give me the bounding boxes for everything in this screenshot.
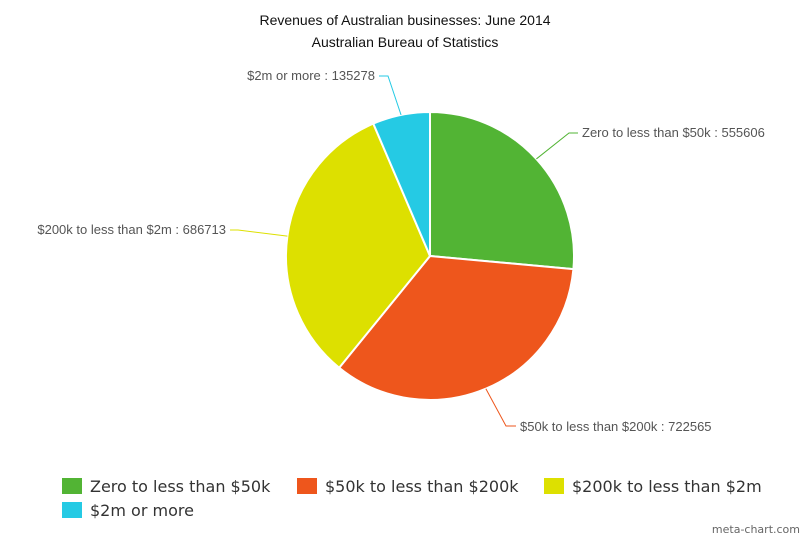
chart-title: Revenues of Australian businesses: June … [259, 12, 550, 28]
legend-item-50k-to-less-than-200k[interactable]: $50k to less than $200k [297, 477, 519, 496]
label-connectors [230, 75, 578, 427]
legend-label-zero-to-less-than-50k: Zero to less than $50k [90, 477, 271, 496]
legend-item-200k-to-less-than-2m[interactable]: $200k to less than $2m [544, 477, 762, 496]
pie-slice-50k-to-less-than-200k[interactable] [338, 255, 575, 401]
connector-50k-to-less-than-200k [485, 388, 516, 427]
connector-200k-to-less-than-2m [230, 229, 288, 237]
pie-slices [285, 111, 575, 401]
legend: Zero to less than $50k $50k to less than … [62, 477, 762, 520]
slice-labels: Zero to less than $50k : 555606 $50k to l… [37, 68, 765, 434]
credit-text: meta-chart.com [712, 523, 800, 536]
legend-swatch-zero-to-less-than-50k [62, 478, 82, 494]
legend-swatch-50k-to-less-than-200k [297, 478, 317, 494]
legend-item-2m-or-more[interactable]: $2m or more [62, 501, 194, 520]
connector-2m-or-more [379, 75, 402, 116]
data-label-50k-to-less-than-200k: $50k to less than $200k : 722565 [520, 419, 712, 434]
legend-swatch-2m-or-more [62, 502, 82, 518]
legend-label-200k-to-less-than-2m: $200k to less than $2m [572, 477, 762, 496]
connector-zero-to-less-than-50k [536, 132, 578, 160]
data-label-200k-to-less-than-2m: $200k to less than $2m : 686713 [37, 222, 226, 237]
data-label-zero-to-less-than-50k: Zero to less than $50k : 555606 [582, 125, 765, 140]
data-label-2m-or-more: $2m or more : 135278 [247, 68, 375, 83]
pie-slice-zero-to-less-than-50k[interactable] [429, 111, 575, 271]
chart-subtitle: Australian Bureau of Statistics [312, 34, 499, 50]
legend-label-50k-to-less-than-200k: $50k to less than $200k [325, 477, 519, 496]
legend-item-zero-to-less-than-50k[interactable]: Zero to less than $50k [62, 477, 271, 496]
legend-swatch-200k-to-less-than-2m [544, 478, 564, 494]
legend-label-2m-or-more: $2m or more [90, 501, 194, 520]
